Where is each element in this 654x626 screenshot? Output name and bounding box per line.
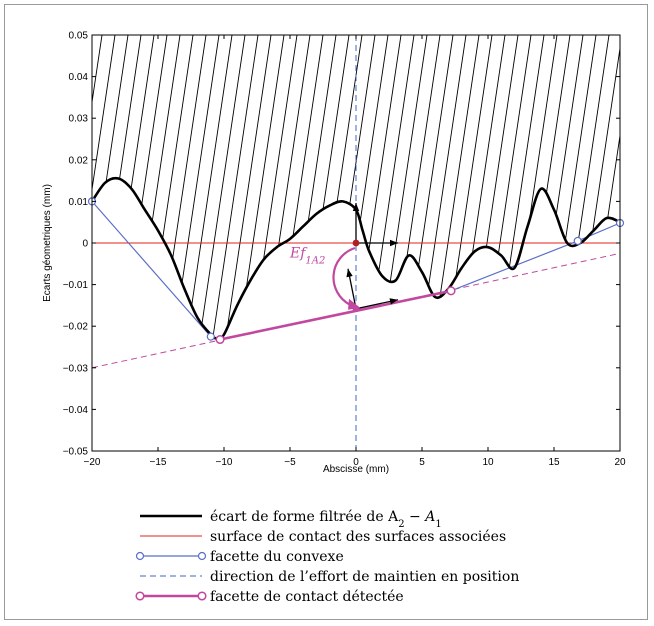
legend-entry: écart de forme filtrée de A2 − A1 [140,509,442,530]
y-tick-label: 0.03 [69,114,89,125]
legend-label: direction de l’effort de maintien en pos… [210,569,519,585]
frame-2-x-arrow-head [389,298,398,305]
rotation-label: Ef1A2 [289,246,325,267]
y-tick-label: −0.05 [63,447,89,458]
frame-1-origin [352,239,360,247]
x-tick-label: 15 [548,457,560,468]
legend-entry: surface de contact des surfaces associée… [140,529,506,545]
hatch-line [625,35,654,451]
frame-1-x-arrow-head [390,239,398,247]
x-tick-label: −15 [150,457,167,468]
x-axis-label: Abscisse (mm) [323,464,389,475]
y-tick-label: 0.05 [69,31,89,42]
legend-entry: direction de l’effort de maintien en pos… [140,569,519,585]
y-tick-label: 0.02 [69,155,89,166]
rotation-arc [332,246,356,306]
x-tick-label: 0 [353,457,359,468]
contact-facet-line [219,289,452,341]
contact-facet-point [446,286,456,296]
legend-entry: facette de contact détectée [135,589,404,605]
y-tick-label: −0.02 [63,322,89,333]
rotation-arc-head [348,298,360,310]
x-tick-label: −10 [216,457,233,468]
hatch-line [638,35,654,451]
y-tick-label: −0.01 [63,280,89,291]
contact-facet-point [215,334,225,345]
legend-label: écart de forme filtrée de A2 − A1 [210,509,442,530]
y-tick-label: −0.04 [63,405,89,416]
frame-2-y-arrow-head [346,268,353,278]
frame-1-y-arrow-head [352,203,360,211]
convex-facet-point [573,236,582,246]
legend-label: surface de contact des surfaces associée… [210,529,506,545]
x-tick-label: −20 [84,457,101,468]
legend-label: facette de contact détectée [210,589,404,605]
legend-marker [197,551,207,561]
x-tick-label: 20 [614,457,626,468]
y-tick-label: 0.04 [69,72,89,83]
x-tick-label: −5 [284,457,296,468]
y-tick-label: 0.01 [69,197,89,208]
legend-marker [197,591,207,601]
legend-entry: facette du convexe [135,549,344,565]
x-tick-label: 5 [419,457,425,468]
legend-marker [135,551,145,561]
x-tick-label: 10 [482,457,494,468]
legend-label: facette du convexe [210,549,344,565]
hatch-line [92,35,116,339]
convex-facet-point [206,332,215,341]
y-tick-label: 0 [82,239,88,250]
y-tick-label: −0.03 [63,363,89,374]
legend-marker [135,591,145,601]
y-axis-label: Ecarts géometriques (mm) [42,184,53,302]
